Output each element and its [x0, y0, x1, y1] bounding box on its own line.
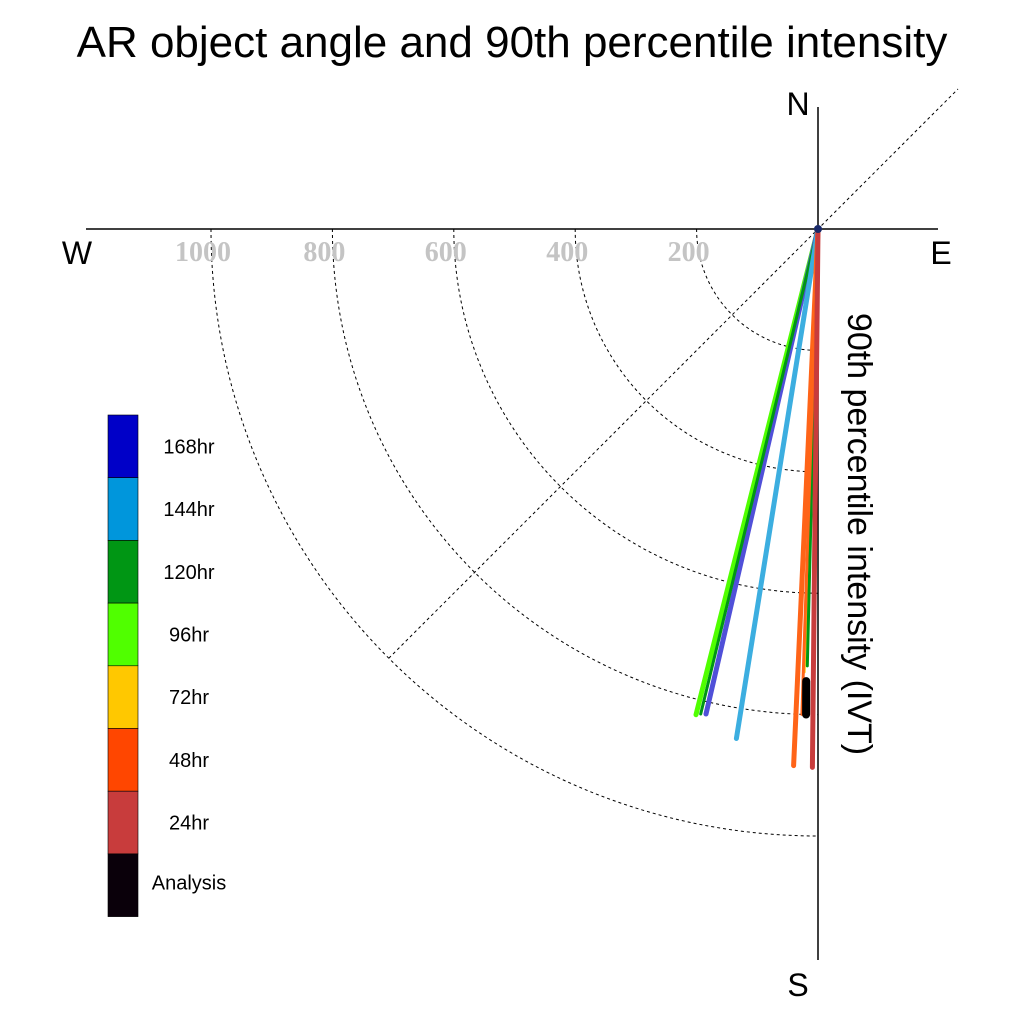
range-ring-1000: [210, 228, 819, 837]
legend-label-48hr: 48hr: [169, 750, 209, 772]
legend-swatch-48hr: [107, 728, 139, 792]
radial-tick-label-200: 200: [668, 237, 710, 268]
range-ring-800: [331, 228, 819, 716]
compass-west: W: [62, 235, 93, 271]
radial-tick-label-600: 600: [425, 237, 467, 268]
compass-east: E: [930, 235, 951, 271]
legend-label-72hr: 72hr: [169, 687, 209, 709]
legend-label-24hr: 24hr: [169, 813, 209, 835]
legend-label-analysis: Analysis: [152, 872, 226, 894]
radial-tick-label-800: 800: [303, 237, 345, 268]
legend-swatch-96hr: [107, 602, 139, 667]
legend-swatch-168hr: [107, 414, 139, 479]
legend-swatch-144hr: [107, 477, 139, 541]
legend-label-120hr: 120hr: [163, 562, 214, 584]
radial-tick-label-400: 400: [546, 237, 588, 268]
legend-swatch-120hr: [107, 540, 139, 604]
legend-label-144hr: 144hr: [163, 499, 214, 521]
series-line-144hr-3: [733, 226, 821, 741]
compass-south: S: [787, 967, 808, 1003]
legend-label-168hr: 168hr: [163, 436, 214, 458]
origin-marker: [814, 225, 822, 233]
series-line-120hr-2: [699, 227, 820, 716]
legend-swatch-analysis: [107, 853, 139, 917]
legend-swatch-24hr: [107, 790, 139, 855]
legend: 168hr 144hr 120hr 96hr 72hr 48hr 24hr Analysis: [107, 414, 226, 917]
legend-swatch-72hr: [107, 665, 139, 729]
radial-tick-labels: 200 400 600 800 1000: [175, 237, 710, 268]
y-axis-label: 90th percentile intensity (IVT): [840, 313, 878, 755]
series-line-24hr-8: [809, 226, 821, 770]
radial-tick-label-1000: 1000: [175, 237, 231, 268]
series-lines: [693, 226, 821, 770]
chart-title: AR object angle and 90th percentile inte…: [77, 18, 948, 67]
compass-north: N: [786, 86, 809, 122]
diagonal-guide-line: [388, 88, 959, 659]
legend-label-96hr: 96hr: [169, 624, 209, 646]
